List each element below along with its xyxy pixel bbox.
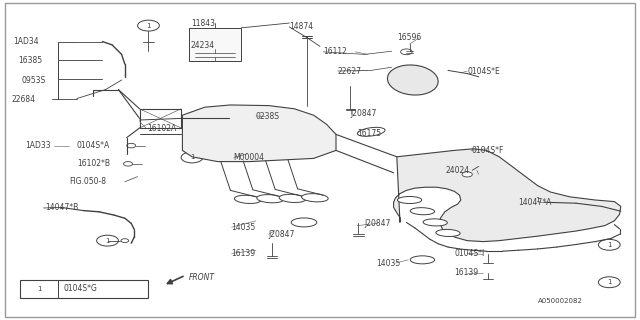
Polygon shape <box>394 149 621 242</box>
Text: 22684: 22684 <box>12 95 35 104</box>
Text: 16175: 16175 <box>357 129 381 138</box>
Text: J20847: J20847 <box>269 230 295 239</box>
Ellipse shape <box>357 127 385 136</box>
Ellipse shape <box>462 172 472 177</box>
Ellipse shape <box>257 113 275 120</box>
Text: M00004: M00004 <box>234 153 264 162</box>
Text: A050002082: A050002082 <box>538 299 582 304</box>
Ellipse shape <box>124 162 132 166</box>
Text: 24234: 24234 <box>191 41 215 50</box>
Ellipse shape <box>121 239 129 243</box>
Text: 1: 1 <box>37 286 42 292</box>
Ellipse shape <box>257 195 284 203</box>
Ellipse shape <box>301 194 328 202</box>
Ellipse shape <box>423 219 447 226</box>
Text: 0104S*G: 0104S*G <box>64 284 98 293</box>
Text: 14874: 14874 <box>289 22 314 31</box>
Text: 14035: 14035 <box>232 223 256 232</box>
Text: J20847: J20847 <box>351 109 377 118</box>
Text: 16102*B: 16102*B <box>77 159 110 168</box>
Text: 0238S: 0238S <box>256 112 280 121</box>
Text: 0104S*E: 0104S*E <box>467 67 500 76</box>
Ellipse shape <box>397 196 422 204</box>
Text: 1: 1 <box>607 242 612 248</box>
Text: 1: 1 <box>535 197 540 203</box>
Text: 14047*B: 14047*B <box>45 203 78 212</box>
Text: 1AD34: 1AD34 <box>13 37 38 46</box>
Text: 14047*A: 14047*A <box>518 198 552 207</box>
Text: 0104S*A: 0104S*A <box>77 141 110 150</box>
Text: 1: 1 <box>146 23 151 28</box>
Text: 16102A: 16102A <box>147 124 177 132</box>
Ellipse shape <box>387 65 438 95</box>
Text: FRONT: FRONT <box>189 273 215 282</box>
Text: 11843: 11843 <box>191 19 215 28</box>
Text: 16596: 16596 <box>397 33 421 42</box>
Bar <box>20 280 148 298</box>
Ellipse shape <box>436 229 460 236</box>
Text: 1: 1 <box>607 279 612 285</box>
Ellipse shape <box>234 195 261 204</box>
Ellipse shape <box>291 218 317 227</box>
Text: 16139: 16139 <box>454 268 479 277</box>
Ellipse shape <box>401 49 412 55</box>
Ellipse shape <box>127 143 136 148</box>
Text: 24024: 24024 <box>445 166 470 175</box>
Ellipse shape <box>279 194 306 203</box>
Text: 14035: 14035 <box>376 259 401 268</box>
Ellipse shape <box>410 208 435 215</box>
Text: J20847: J20847 <box>365 219 391 228</box>
Text: 22627: 22627 <box>338 67 362 76</box>
Text: 0104S*F: 0104S*F <box>471 146 504 155</box>
Text: 1: 1 <box>105 238 110 244</box>
Ellipse shape <box>410 256 435 264</box>
Text: 0953S: 0953S <box>21 76 45 84</box>
Text: FIG.050-8: FIG.050-8 <box>69 177 106 186</box>
Text: 0104S*I: 0104S*I <box>454 249 484 258</box>
Text: 1AD33: 1AD33 <box>26 141 51 150</box>
Bar <box>189 28 241 61</box>
Text: 16385: 16385 <box>18 56 42 65</box>
Polygon shape <box>182 105 336 162</box>
Text: 16112: 16112 <box>323 47 347 56</box>
Text: 16139: 16139 <box>232 249 256 258</box>
Text: 1: 1 <box>189 155 195 160</box>
